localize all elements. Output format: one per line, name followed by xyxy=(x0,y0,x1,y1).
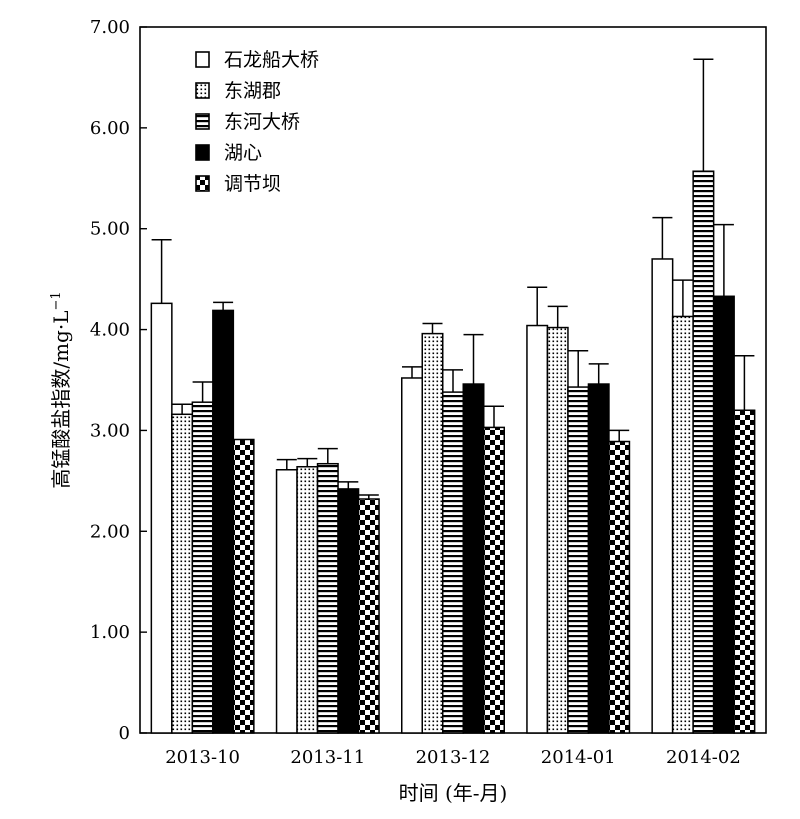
bar xyxy=(212,309,235,734)
legend-swatch xyxy=(195,82,210,99)
y-tick-label: 0 xyxy=(119,723,130,744)
bar xyxy=(401,377,423,734)
bar xyxy=(651,258,674,734)
bar xyxy=(316,462,339,734)
bar xyxy=(483,426,505,734)
bar xyxy=(526,324,549,734)
legend-swatch xyxy=(195,175,210,192)
bar xyxy=(191,401,214,734)
y-tick-label: 3.00 xyxy=(90,420,130,441)
bar xyxy=(296,465,319,734)
bar xyxy=(671,315,694,734)
x-axis-title: 时间 (年-月) xyxy=(399,781,508,805)
bar xyxy=(357,498,380,734)
bar xyxy=(171,413,194,734)
y-axis-title-text: 高锰酸盐指数/mg·L xyxy=(49,311,73,489)
bar xyxy=(733,409,756,734)
bar xyxy=(712,295,735,734)
legend-swatch xyxy=(195,144,210,161)
bar xyxy=(421,332,444,734)
y-tick-label: 7.00 xyxy=(90,17,130,38)
x-tick-label: 2013-10 xyxy=(165,747,240,768)
bar xyxy=(442,391,464,734)
legend-label: 湖心 xyxy=(224,142,262,164)
y-tick-label: 4.00 xyxy=(90,320,130,341)
bar xyxy=(587,383,610,734)
bar xyxy=(232,438,255,734)
y-axis: 0 1.00 2.00 3.00 4.00 5.00 6.00 7.00 xyxy=(90,17,147,744)
bar xyxy=(150,302,173,734)
y-tick-label: 5.00 xyxy=(90,219,130,240)
bar xyxy=(567,386,590,734)
bar xyxy=(337,488,360,734)
legend-label: 调节坝 xyxy=(224,173,281,195)
errorbars-layer xyxy=(151,58,755,500)
legend-label: 石龙船大桥 xyxy=(224,49,319,71)
bars-layer xyxy=(150,170,756,734)
y-tick-label: 6.00 xyxy=(90,118,130,139)
x-tick-label: 2014-02 xyxy=(666,747,741,768)
y-axis-title: 高锰酸盐指数/mg·L−1 xyxy=(49,291,73,488)
legend-swatch xyxy=(195,51,210,68)
bar xyxy=(275,469,298,734)
x-tick-label: 2013-11 xyxy=(290,747,365,768)
bar xyxy=(546,326,569,734)
legend-swatch xyxy=(195,113,210,130)
bar xyxy=(462,383,485,734)
legend-label: 东河大桥 xyxy=(224,111,300,133)
x-tick-label: 2014-01 xyxy=(541,747,616,768)
bar xyxy=(608,440,631,734)
legend-label: 东湖郡 xyxy=(224,80,281,102)
bar xyxy=(692,170,715,734)
x-axis: 2013-10 2013-11 2013-12 2014-01 2014-02 xyxy=(165,747,741,768)
y-axis-title-unit-exponent: −1 xyxy=(49,291,64,310)
y-tick-label: 1.00 xyxy=(90,622,130,643)
x-tick-label: 2013-12 xyxy=(416,747,491,768)
y-tick-label: 2.00 xyxy=(90,521,130,542)
